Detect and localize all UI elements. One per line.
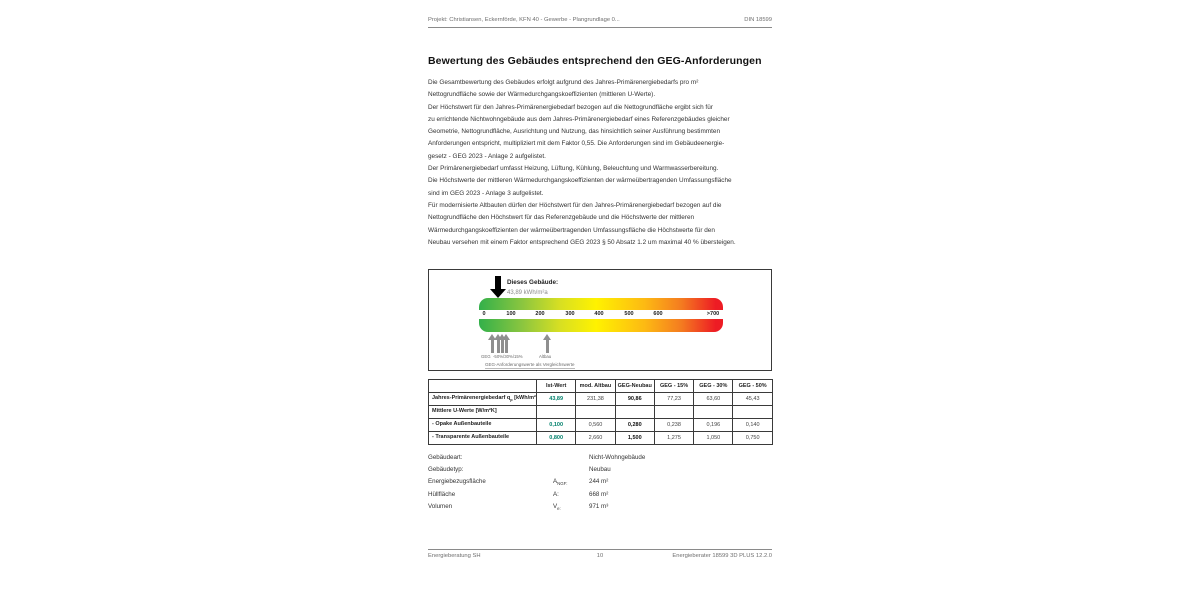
- building-info-row: Hüllfläche A: 668 m²: [428, 490, 609, 498]
- body-line: Die Höchstwerte der mittleren Wärmedurch…: [428, 177, 732, 185]
- cell-value: 90,86: [614, 392, 655, 406]
- cell-value: 0,100: [535, 418, 577, 432]
- table-row: Jahres-Primärenergiebedarf qp [kWh/m²a] …: [428, 392, 773, 406]
- body-text: Die Gesamtbewertung des Gebäudes erfolgt…: [428, 77, 772, 249]
- cell-value: [693, 405, 734, 419]
- cell-value: [535, 405, 577, 419]
- body-line: Nettogrundfläche sowie der Wärmedurchgan…: [428, 91, 656, 99]
- cell-value: 1,050: [693, 431, 734, 445]
- cell-value: [614, 405, 655, 419]
- body-line: Wärmedurchgangskoeffizienten der wärmeüb…: [428, 226, 715, 234]
- axis-tick: 0: [482, 311, 486, 317]
- norm-reference: DIN 18599: [744, 17, 772, 23]
- axis-tick: 600: [653, 311, 663, 317]
- table-row: - Transparente Außenbauteile 0,800 2,660…: [428, 431, 773, 445]
- cell-value: 1,500: [614, 431, 655, 445]
- body-line: Anforderungen entspricht, multipliziert …: [428, 140, 725, 148]
- row-label: - Opake Außenbauteile: [428, 418, 537, 432]
- building-info: Gebäudeart: Nicht-Wohngebäude Gebäudetyp…: [428, 452, 772, 513]
- altbau-marker-icon: [543, 334, 551, 353]
- body-line: Der Primärenergiebedarf umfasst Heizung,…: [428, 165, 719, 173]
- cell-value: 0,280: [614, 418, 655, 432]
- cell-value: 0,238: [653, 418, 695, 432]
- document-page: Projekt: Christiansen, Eckernförde, KFN …: [428, 0, 773, 600]
- cell-value: [653, 405, 695, 419]
- cell-value: 0,140: [732, 418, 773, 432]
- cell-value: 45,43: [732, 392, 773, 406]
- project-info: Projekt: Christiansen, Eckernförde, KFN …: [428, 17, 620, 23]
- axis-tick: 100: [506, 311, 516, 317]
- altbau-marker-label: Altbau: [539, 354, 552, 359]
- header-empty: [428, 379, 537, 393]
- this-building-value: 43,89 kWh/m²a: [507, 290, 548, 296]
- geg-50-marker-icon: [488, 334, 496, 353]
- page-footer: Energieberatung SH 10 Energieberater 185…: [428, 549, 772, 559]
- footer-software: Energieberater 18599 3D PLUS 12.2.0: [672, 553, 773, 559]
- header-mod-altbau: mod. Altbau: [575, 379, 616, 393]
- row-label: Jahres-Primärenergiebedarf qp [kWh/m²a]: [428, 392, 537, 406]
- geg-marker-label: GEG: [481, 354, 491, 359]
- energy-scale-chart: Dieses Gebäude: 43,89 kWh/m²a 0 100 200 …: [428, 269, 772, 371]
- this-building-marker-icon: [490, 276, 506, 298]
- body-line: Für modernisierte Altbauten dürfen der H…: [428, 201, 722, 209]
- table-row: Mittlere U-Werte [W/m²K]: [428, 405, 773, 419]
- geg-neubau-marker-icon: [502, 334, 510, 353]
- body-line: Nettogrundfläche den Höchstwert für das …: [428, 214, 695, 222]
- body-line: sind im GEG 2023 - Anlage 3 aufgelistet.: [428, 189, 544, 197]
- cell-value: [575, 405, 616, 419]
- axis-tick: 200: [535, 311, 545, 317]
- cell-value: 43,89: [535, 392, 577, 406]
- cell-value: 63,60: [693, 392, 734, 406]
- header-geg-30: GEG - 30%: [693, 379, 734, 393]
- geg-marker-percentages: -50%/30%/15%: [493, 354, 523, 359]
- building-info-row: Energiebezugsfläche ANGF: 244 m²: [428, 478, 609, 487]
- cell-value: 2,660: [575, 431, 616, 445]
- cell-value: 231,38: [575, 392, 616, 406]
- body-line: Die Gesamtbewertung des Gebäudes erfolgt…: [428, 79, 699, 86]
- cell-value: 0,560: [575, 418, 616, 432]
- cell-value: 0,196: [693, 418, 734, 432]
- header-geg-50: GEG - 50%: [732, 379, 773, 393]
- table-header-row: Ist-Wert mod. Altbau GEG-Neubau GEG - 15…: [428, 379, 773, 393]
- body-line: Neubau versehen mit einem Faktor entspre…: [428, 238, 736, 246]
- axis-tick: >700: [706, 311, 720, 317]
- row-label: - Transparente Außenbauteile: [428, 431, 537, 445]
- body-line: Der Höchstwert für den Jahres-Primärener…: [428, 103, 713, 111]
- cell-value: 77,23: [653, 392, 695, 406]
- energy-gradient-bar: 0 100 200 300 400 500 600 >700: [479, 298, 723, 332]
- body-line: gesetz - GEG 2023 - Anlage 2 aufgelistet…: [428, 152, 546, 160]
- axis-tick: 500: [624, 311, 634, 317]
- building-info-row: Volumen Ve: 971 m³: [428, 502, 609, 511]
- header-ist-wert: Ist-Wert: [535, 379, 577, 393]
- chart-caption: GEG-Anforderungswerte als Vergleichswert…: [485, 362, 575, 369]
- scale-axis: 0 100 200 300 400 500 600 >700: [479, 310, 723, 319]
- page-title: Bewertung des Gebäudes entsprechend den …: [428, 55, 762, 67]
- cell-value: 0,750: [732, 431, 773, 445]
- table-row: - Opake Außenbauteile 0,100 0,560 0,280 …: [428, 418, 773, 432]
- footer-page-number: 10: [596, 553, 604, 559]
- geg-requirements-table: Ist-Wert mod. Altbau GEG-Neubau GEG - 15…: [428, 379, 773, 445]
- building-info-row: Gebäudetyp: Neubau: [428, 466, 611, 474]
- cell-value: 1,275: [653, 431, 695, 445]
- body-line: Geometrie, Nettogrundfläche, Ausrichtung…: [428, 128, 721, 136]
- this-building-label: Dieses Gebäude:: [507, 279, 559, 286]
- header-geg-neubau: GEG-Neubau: [614, 379, 655, 393]
- row-label: Mittlere U-Werte [W/m²K]: [428, 405, 537, 419]
- body-line: zu errichtende Nichtwohngebäude aus dem …: [428, 115, 730, 123]
- axis-tick: 300: [565, 311, 575, 317]
- axis-tick: 400: [594, 311, 604, 317]
- building-info-row: Gebäudeart: Nicht-Wohngebäude: [428, 454, 646, 461]
- cell-value: [732, 405, 773, 419]
- footer-company: Energieberatung SH: [428, 553, 481, 559]
- cell-value: 0,800: [535, 431, 577, 445]
- header-geg-15: GEG - 15%: [653, 379, 695, 393]
- page-header: Projekt: Christiansen, Eckernförde, KFN …: [428, 17, 772, 28]
